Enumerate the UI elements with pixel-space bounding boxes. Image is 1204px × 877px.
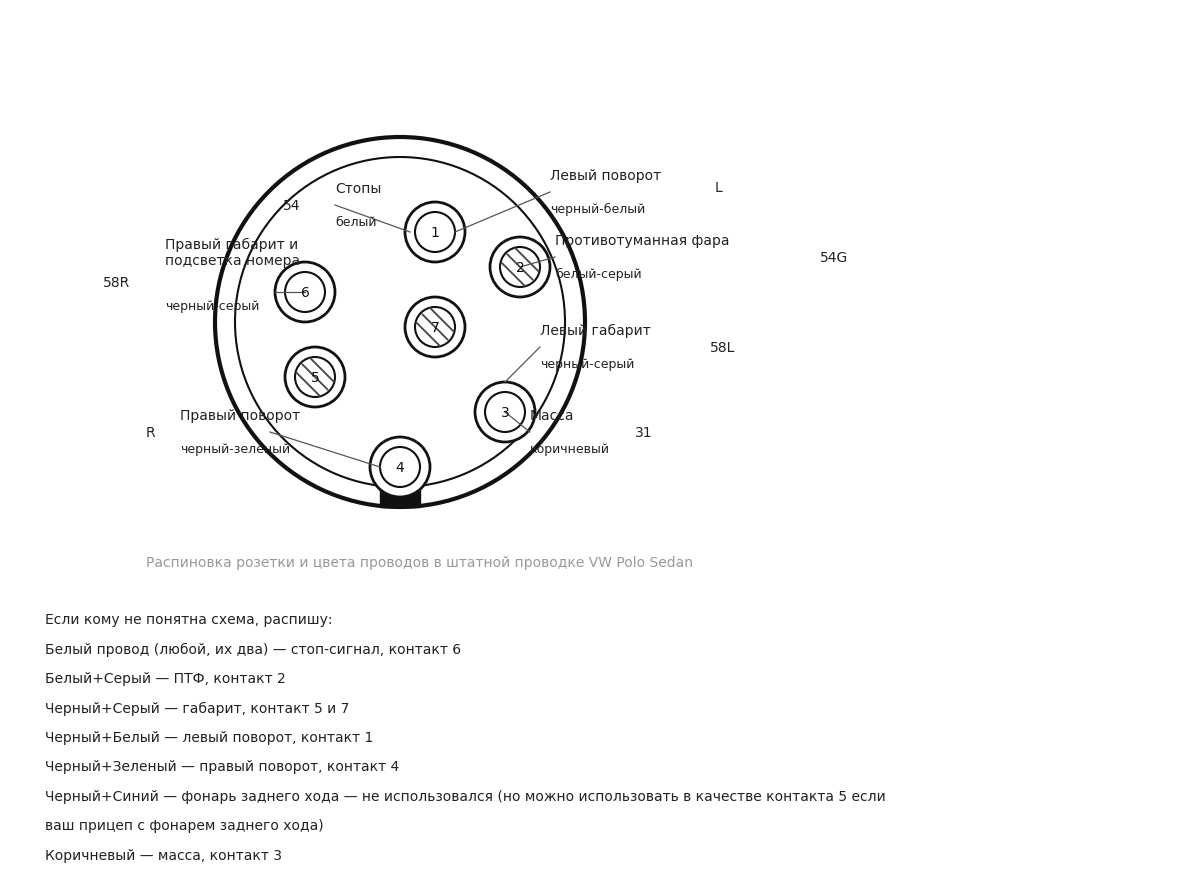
Text: 58R: 58R [102,275,130,289]
Circle shape [285,347,346,408]
Text: Правый поворот: Правый поворот [181,409,300,423]
Circle shape [380,447,420,488]
Text: Левый поворот: Левый поворот [550,168,661,182]
Circle shape [485,393,525,432]
Circle shape [285,273,325,312]
Text: Левый габарит: Левый габарит [541,324,650,338]
Text: 3: 3 [501,405,509,419]
Text: Противотуманная фара: Противотуманная фара [555,234,730,247]
Text: Распиновка розетки и цвета проводов в штатной проводке VW Polo Sedan: Распиновка розетки и цвета проводов в шт… [147,555,694,569]
Circle shape [415,308,455,347]
Text: Белый+Серый — ПТФ, контакт 2: Белый+Серый — ПТФ, контакт 2 [45,671,285,685]
Text: Черный+Зеленый — правый поворот, контакт 4: Черный+Зеленый — правый поворот, контакт… [45,759,400,774]
Text: 54: 54 [283,199,300,213]
Text: 4: 4 [396,460,405,474]
Circle shape [500,247,541,288]
Text: коричневый: коричневый [530,443,610,455]
Text: 5: 5 [311,371,319,384]
Circle shape [476,382,535,443]
Text: 31: 31 [635,425,653,439]
Text: белый-серый: белый-серый [555,267,642,281]
Text: белый: белый [335,216,377,229]
Text: ваш прицеп с фонарем заднего хода): ваш прицеп с фонарем заднего хода) [45,818,324,832]
Text: Черный+Серый — габарит, контакт 5 и 7: Черный+Серый — габарит, контакт 5 и 7 [45,701,349,715]
Text: Масса: Масса [530,409,574,423]
Text: Белый провод (любой, их два) — стоп-сигнал, контакт 6: Белый провод (любой, их два) — стоп-сигн… [45,642,461,656]
Circle shape [275,263,335,323]
Text: 2: 2 [515,260,525,275]
Text: Стопы: Стопы [335,182,382,196]
Circle shape [405,297,465,358]
Circle shape [295,358,335,397]
Text: 54G: 54G [820,251,849,265]
Circle shape [490,238,550,297]
Text: Если кому не понятна схема, распишу:: Если кому не понятна схема, распишу: [45,612,332,626]
Bar [380,489,420,508]
Text: черный-белый: черный-белый [550,203,645,216]
Circle shape [405,203,465,263]
Circle shape [370,438,430,497]
Text: Черный+Синий — фонарь заднего хода — не использовался (но можно использовать в к: Черный+Синий — фонарь заднего хода — не … [45,789,886,803]
Text: 6: 6 [301,286,309,300]
Text: R: R [146,425,155,439]
Text: 7: 7 [431,321,439,335]
Text: 1: 1 [431,225,439,239]
Text: Правый габарит и
подсветка номера: Правый габарит и подсветка номера [165,238,300,267]
Text: Черный+Белый — левый поворот, контакт 1: Черный+Белый — левый поворот, контакт 1 [45,731,373,745]
Circle shape [415,213,455,253]
Text: черный-серый: черный-серый [165,300,259,312]
Text: черный-зеленый: черный-зеленый [181,443,290,455]
Text: черный-серый: черный-серый [541,358,635,371]
Text: Коричневый — масса, контакт 3: Коричневый — масса, контакт 3 [45,848,282,862]
Text: 58L: 58L [710,340,736,354]
Text: L: L [715,181,722,195]
